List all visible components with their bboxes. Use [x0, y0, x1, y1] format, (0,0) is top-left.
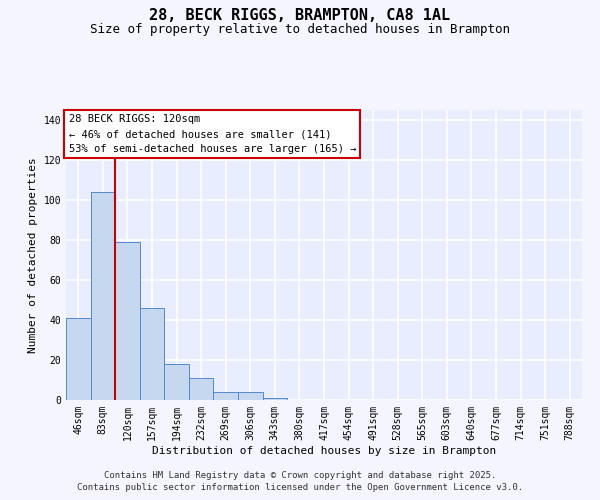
Text: Contains HM Land Registry data © Crown copyright and database right 2025.
Contai: Contains HM Land Registry data © Crown c… [77, 471, 523, 492]
Bar [164, 364, 189, 400]
X-axis label: Distribution of detached houses by size in Brampton: Distribution of detached houses by size … [152, 446, 496, 456]
Bar [214, 392, 238, 400]
Bar [91, 192, 115, 400]
Text: 28 BECK RIGGS: 120sqm
← 46% of detached houses are smaller (141)
53% of semi-det: 28 BECK RIGGS: 120sqm ← 46% of detached … [68, 114, 356, 154]
Text: 28, BECK RIGGS, BRAMPTON, CA8 1AL: 28, BECK RIGGS, BRAMPTON, CA8 1AL [149, 8, 451, 22]
Bar [238, 392, 263, 400]
Bar [263, 398, 287, 400]
Bar [189, 378, 214, 400]
Bar [115, 242, 140, 400]
Bar [140, 308, 164, 400]
Text: Size of property relative to detached houses in Brampton: Size of property relative to detached ho… [90, 22, 510, 36]
Y-axis label: Number of detached properties: Number of detached properties [28, 157, 38, 353]
Bar [66, 318, 91, 400]
